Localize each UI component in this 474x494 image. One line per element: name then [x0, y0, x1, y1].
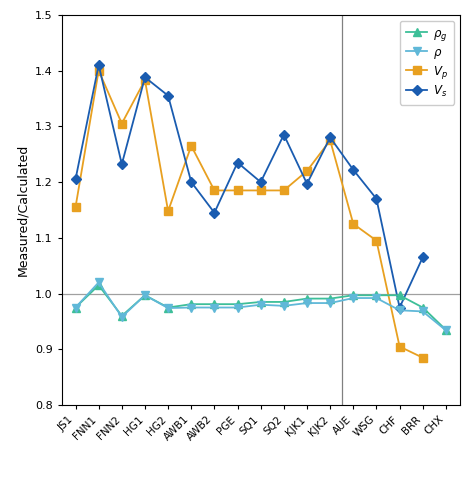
$\rho$	[119, 314, 125, 320]
Line: $\rho_g$: $\rho_g$	[72, 282, 450, 333]
$\rho_g$	[73, 305, 78, 311]
$\rho$	[188, 305, 194, 311]
$V_s$	[374, 196, 379, 202]
$\rho_g$	[443, 327, 449, 333]
$\rho_g$	[328, 295, 333, 301]
$V_p$	[235, 188, 240, 194]
$V_s$	[165, 93, 171, 99]
$V_p$	[374, 238, 379, 244]
$\rho_g$	[281, 299, 287, 305]
$V_s$	[119, 161, 125, 167]
$\rho$	[328, 300, 333, 306]
$\rho_g$	[374, 292, 379, 298]
$\rho$	[443, 328, 449, 333]
$V_p$	[258, 188, 264, 194]
$\rho$	[142, 292, 148, 298]
$V_s$	[281, 132, 287, 138]
Legend: $\rho_g$, $\rho$, $V_p$, $V_s$: $\rho_g$, $\rho$, $V_p$, $V_s$	[400, 21, 454, 105]
$\rho_g$	[188, 301, 194, 307]
$V_s$	[420, 254, 426, 260]
$V_p$	[397, 344, 402, 350]
$\rho_g$	[211, 301, 217, 307]
$V_s$	[73, 176, 78, 182]
Line: $V_s$: $V_s$	[72, 61, 427, 311]
$V_s$	[96, 62, 101, 68]
$\rho_g$	[119, 313, 125, 319]
Line: $\rho$: $\rho$	[72, 279, 450, 334]
$V_s$	[258, 179, 264, 185]
$\rho$	[420, 308, 426, 314]
$\rho$	[397, 307, 402, 313]
$V_s$	[350, 167, 356, 173]
$V_s$	[328, 134, 333, 140]
$V_s$	[397, 305, 402, 311]
$\rho$	[211, 305, 217, 311]
$\rho_g$	[304, 295, 310, 301]
$V_p$	[119, 121, 125, 126]
$V_s$	[235, 160, 240, 165]
$V_p$	[73, 204, 78, 210]
$V_p$	[281, 188, 287, 194]
$\rho_g$	[350, 292, 356, 298]
$V_p$	[188, 143, 194, 149]
$\rho$	[281, 303, 287, 309]
$V_p$	[96, 68, 101, 74]
$V_p$	[420, 355, 426, 361]
$V_s$	[304, 181, 310, 187]
$\rho$	[235, 305, 240, 311]
$\rho$	[374, 295, 379, 301]
$\rho_g$	[96, 282, 101, 288]
$V_s$	[211, 210, 217, 216]
$\rho$	[96, 280, 101, 286]
$V_p$	[350, 221, 356, 227]
$\rho_g$	[420, 305, 426, 311]
$\rho_g$	[142, 292, 148, 298]
Y-axis label: Measured/Calculated: Measured/Calculated	[16, 144, 29, 276]
$\rho$	[258, 302, 264, 308]
$\rho_g$	[258, 299, 264, 305]
$\rho$	[350, 295, 356, 301]
$\rho$	[73, 305, 78, 311]
$V_p$	[304, 168, 310, 174]
$V_s$	[188, 179, 194, 185]
$\rho$	[304, 300, 310, 306]
$\rho_g$	[235, 301, 240, 307]
$\rho_g$	[397, 292, 402, 298]
$V_p$	[328, 137, 333, 143]
Line: $V_p$: $V_p$	[72, 67, 427, 362]
$V_p$	[211, 188, 217, 194]
$V_p$	[165, 208, 171, 214]
$V_p$	[142, 77, 148, 83]
$\rho_g$	[165, 305, 171, 311]
$V_s$	[142, 74, 148, 80]
$\rho$	[165, 305, 171, 311]
